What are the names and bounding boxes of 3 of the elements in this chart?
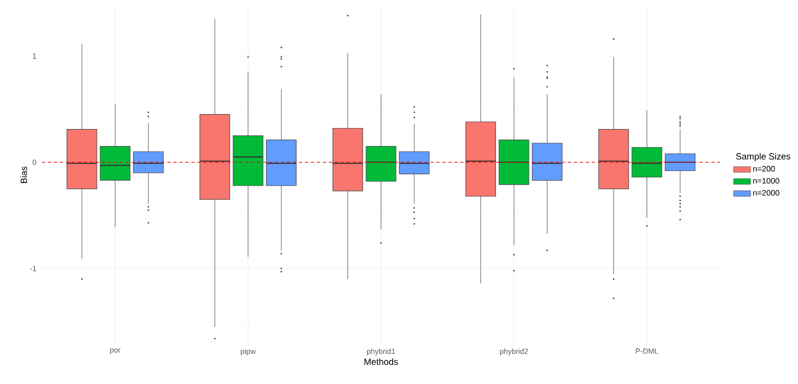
legend-title: Sample Sizes bbox=[736, 152, 790, 162]
x-axis-title: Methods bbox=[364, 358, 398, 365]
y-axis-title: Bias bbox=[20, 166, 27, 183]
